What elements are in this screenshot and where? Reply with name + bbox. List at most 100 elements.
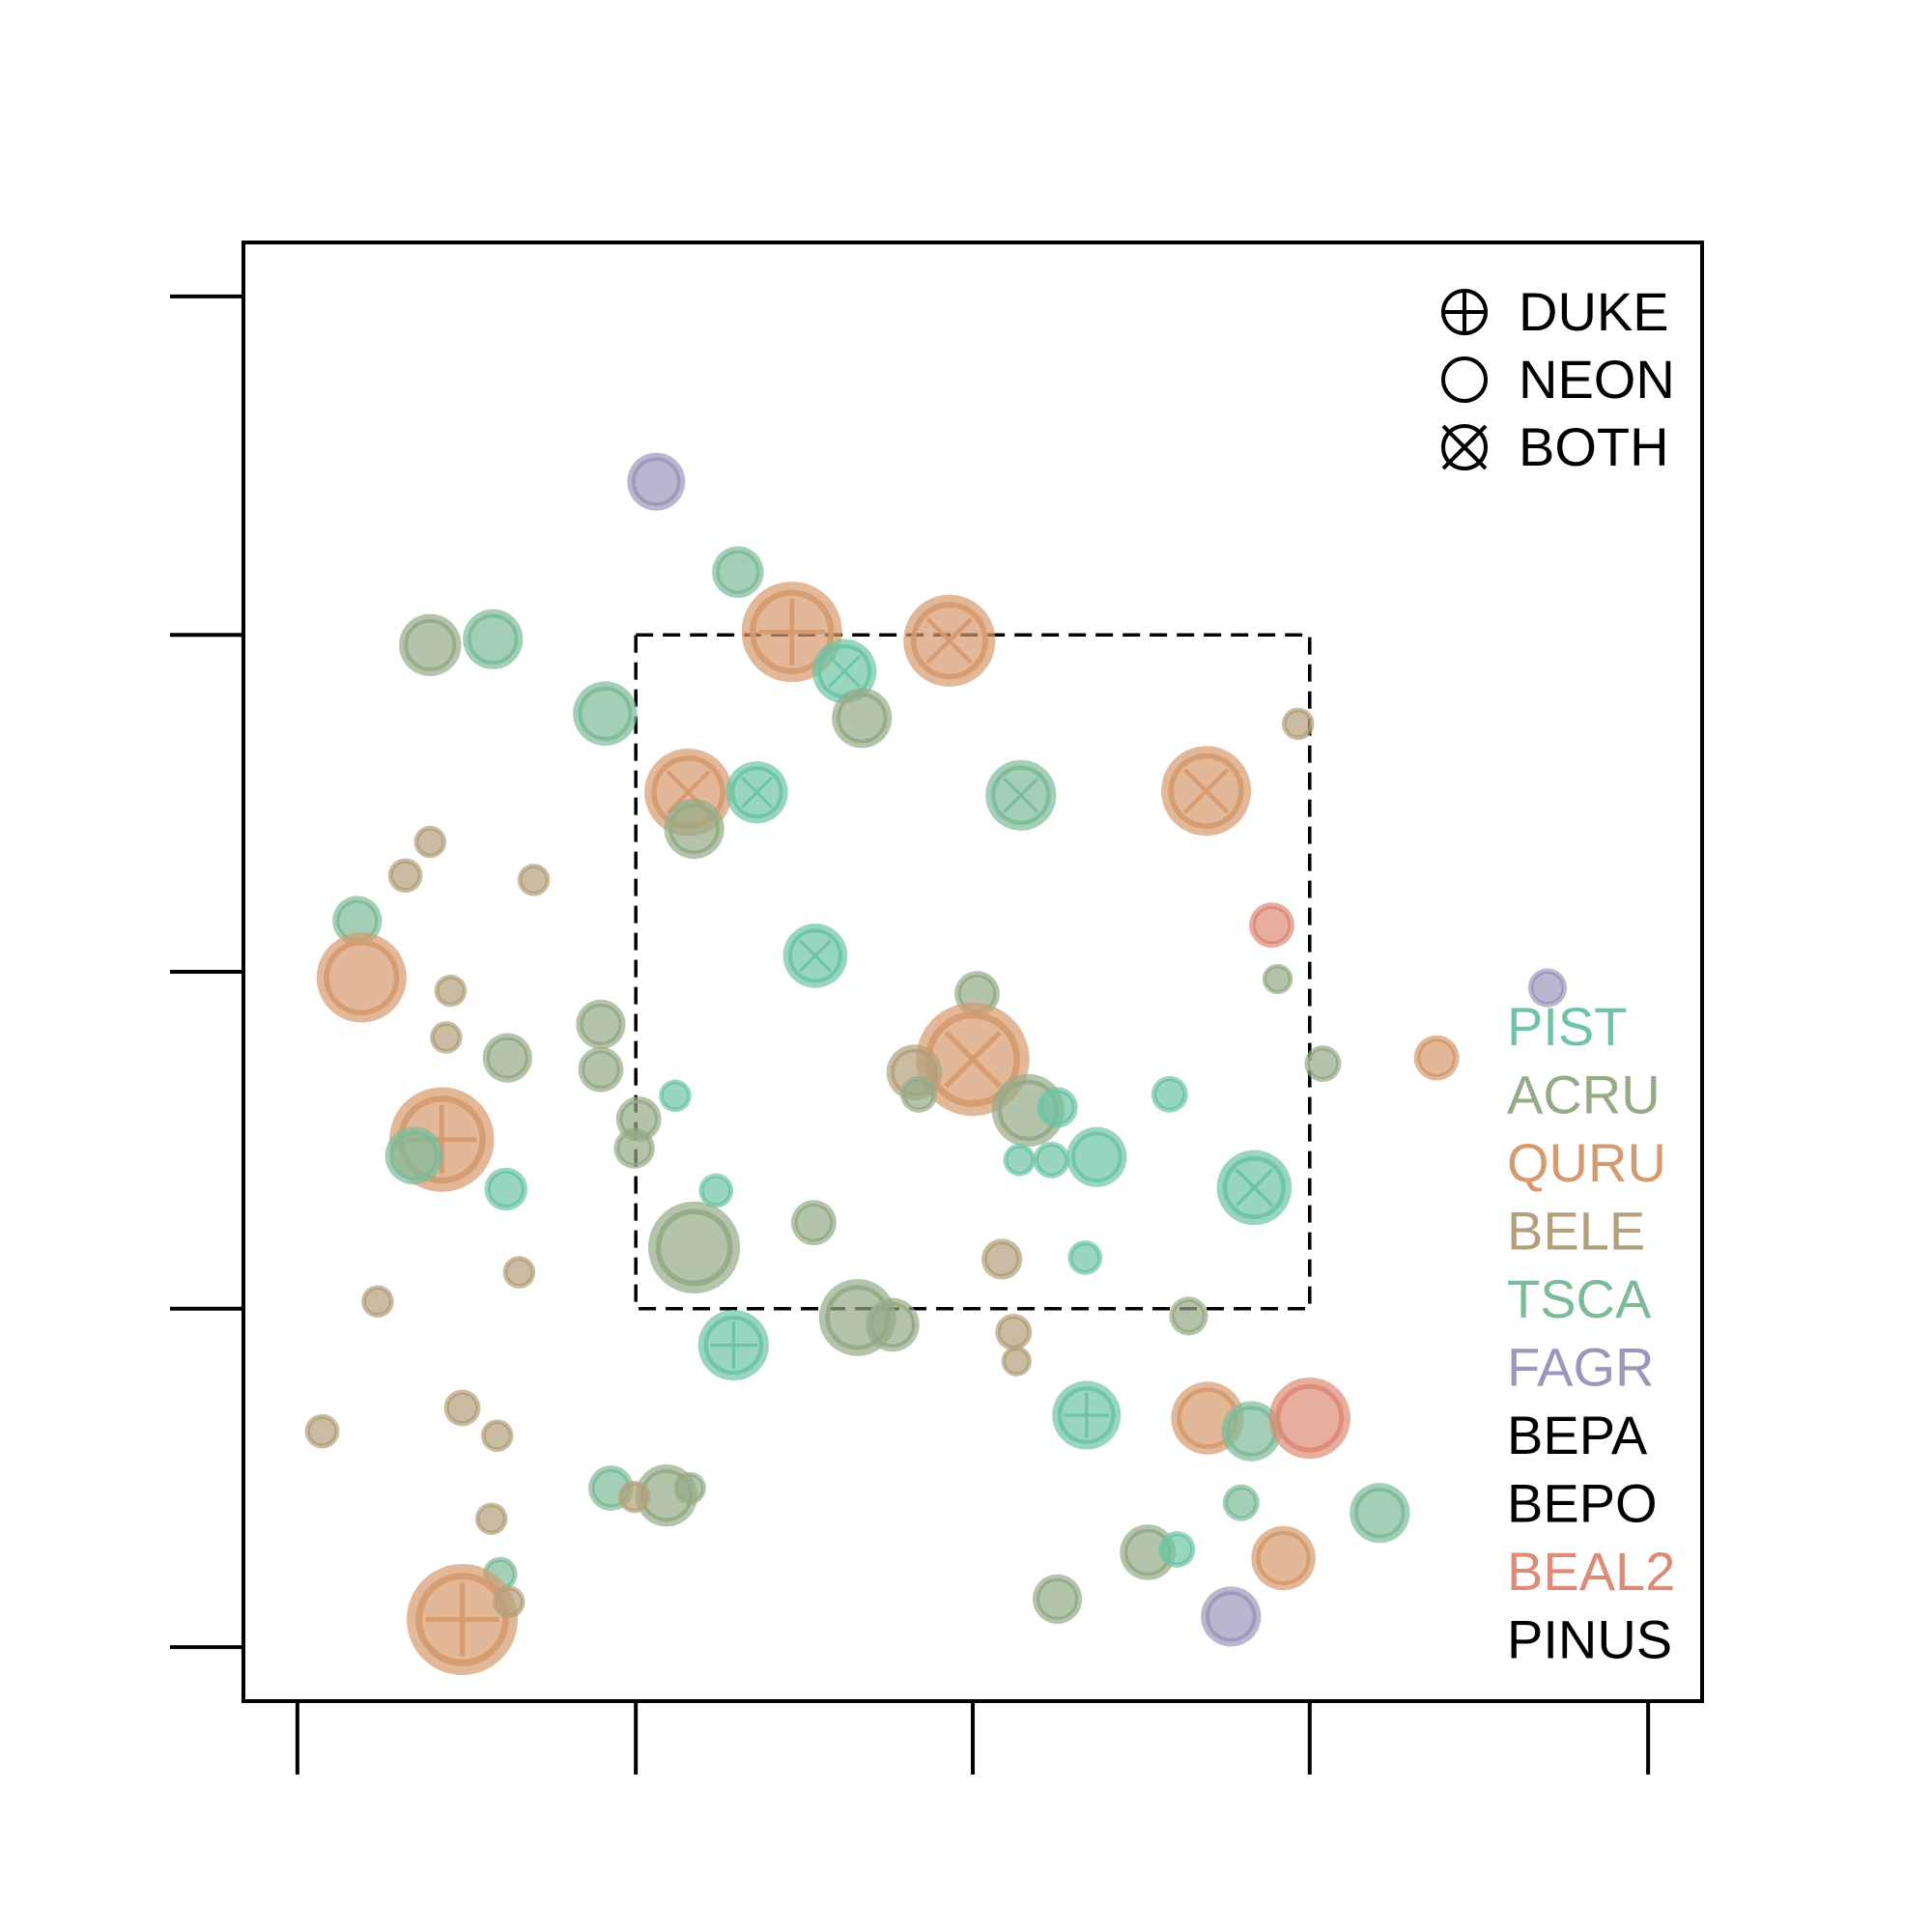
data-point: [697, 1309, 769, 1381]
point-disc: [698, 1173, 734, 1208]
species-legend-label: ACRU: [1507, 1065, 1661, 1125]
point-ring: [1172, 1299, 1206, 1333]
point-disc: [1222, 1484, 1260, 1521]
data-point: [1201, 1586, 1262, 1647]
point-ring: [661, 1082, 690, 1110]
point-disc: [664, 798, 724, 860]
data-point: [384, 1126, 443, 1185]
point-disc: [1032, 1574, 1083, 1624]
data-point: [698, 1173, 734, 1208]
point-disc: [832, 688, 893, 749]
point-disc: [1281, 707, 1315, 741]
shape-legend-label: BOTH: [1519, 416, 1669, 477]
point-disc: [647, 1201, 741, 1293]
point-ring: [787, 928, 842, 983]
point-disc: [304, 1413, 340, 1449]
data-point: [474, 1502, 508, 1536]
data-point: [1262, 963, 1293, 995]
point-ring: [903, 1078, 935, 1110]
data-point: [1268, 1377, 1350, 1460]
point-ring: [750, 589, 835, 674]
point-ring: [730, 766, 783, 819]
point-ring: [1006, 1146, 1034, 1174]
species-legend-label: BEPA: [1507, 1405, 1648, 1465]
data-point: [900, 1075, 938, 1113]
data-point: [659, 1079, 692, 1113]
species-legend-label: TSCA: [1507, 1268, 1652, 1329]
point-ring: [1037, 1577, 1079, 1620]
point-ring: [616, 1130, 652, 1166]
point-ring: [404, 618, 457, 671]
data-point: [576, 999, 626, 1049]
point-ring: [703, 1315, 764, 1376]
data-point: [463, 609, 524, 669]
point-ring: [991, 765, 1051, 826]
point-disc: [617, 1480, 651, 1514]
data-point: [1527, 968, 1568, 1008]
symbol-cross-b: [944, 1030, 1002, 1089]
point-disc: [673, 1471, 706, 1505]
data-point: [430, 1021, 463, 1054]
point-ring: [1153, 1078, 1185, 1110]
point-ring: [1417, 1038, 1456, 1077]
species-legend-label: BEAL2: [1507, 1541, 1675, 1602]
point-ring: [488, 1171, 525, 1208]
data-point: [627, 452, 686, 511]
data-point: [1216, 1150, 1293, 1226]
point-ring: [520, 866, 548, 894]
data-point: [613, 1127, 655, 1169]
legend-symbol-circle: [1441, 356, 1488, 403]
point-disc: [1169, 1296, 1208, 1336]
data-point: [1003, 1143, 1037, 1177]
point-ring: [701, 1176, 731, 1206]
point-disc: [1067, 1240, 1103, 1275]
data-point: [1037, 1087, 1078, 1128]
point-ring: [1222, 1155, 1287, 1220]
point-disc: [995, 1313, 1033, 1350]
point-disc: [413, 825, 447, 859]
shape-legend-item: NEON: [1441, 349, 1675, 410]
point-disc: [1249, 902, 1294, 949]
point-ring: [1225, 1487, 1257, 1519]
point-disc: [1304, 1045, 1342, 1083]
data-point: [1222, 1484, 1260, 1521]
data-point: [791, 1200, 837, 1246]
data-point: [1281, 707, 1315, 741]
species-legend-label: BELE: [1507, 1201, 1645, 1262]
point-ring: [1354, 1488, 1406, 1539]
symbol-cross-b: [799, 939, 832, 973]
data-point: [985, 759, 1057, 831]
legend-symbol-circle: [1441, 424, 1488, 470]
data-point: [304, 1413, 340, 1449]
point-disc: [443, 1389, 481, 1427]
data-point: [903, 594, 996, 687]
data-point: [832, 688, 893, 749]
data-point: [1066, 1126, 1127, 1187]
point-disc: [791, 1200, 837, 1246]
data-point: [664, 798, 724, 860]
point-disc: [1003, 1143, 1037, 1177]
symbol-cross-b: [828, 655, 862, 688]
point-disc: [627, 452, 686, 511]
point-disc: [1413, 1035, 1460, 1081]
data-point: [980, 1238, 1023, 1280]
data-point: [1251, 1525, 1316, 1591]
point-disc: [1268, 1377, 1350, 1460]
point-ring: [1039, 1090, 1075, 1125]
point-ring: [390, 861, 420, 891]
point-disc: [1251, 1525, 1316, 1591]
point-ring: [468, 613, 519, 665]
point-disc: [1037, 1087, 1078, 1128]
point-disc: [384, 1126, 443, 1185]
point-ring: [910, 602, 988, 680]
data-point: [866, 1297, 920, 1352]
shape-legend-item: DUKE: [1441, 281, 1669, 342]
point-ring: [483, 1422, 511, 1450]
point-ring: [324, 939, 400, 1016]
data-point: [1169, 1296, 1208, 1336]
species-legend-label: BEPO: [1507, 1473, 1658, 1534]
data-point: [1158, 1530, 1196, 1568]
symbol-cross-b: [1235, 1168, 1274, 1208]
point-ring: [363, 1288, 392, 1316]
